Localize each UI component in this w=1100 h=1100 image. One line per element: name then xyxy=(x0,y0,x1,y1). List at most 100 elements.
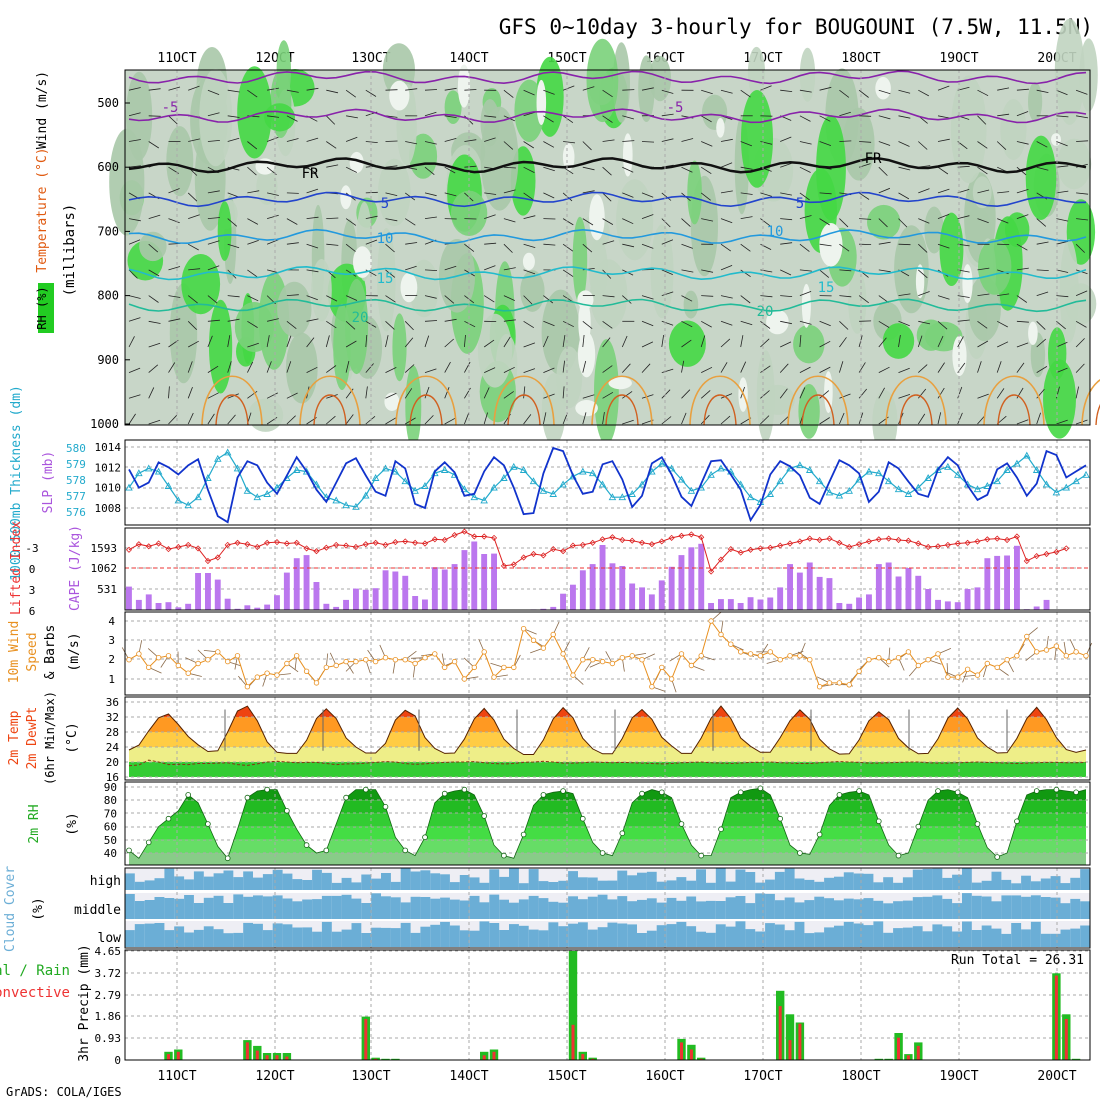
cape-panel-bg xyxy=(125,528,1090,610)
wind-barb xyxy=(878,89,891,95)
wind-barb xyxy=(1016,189,1029,194)
precip-conv-bar xyxy=(798,1023,802,1060)
wind-barb xyxy=(780,163,792,168)
rh-band xyxy=(129,853,1086,865)
cloud-cell-bg xyxy=(184,868,195,890)
rh-point xyxy=(126,847,132,854)
cloud-cell xyxy=(449,925,461,947)
wind-barb xyxy=(148,320,161,324)
wind-barb xyxy=(622,115,635,120)
cloud-cell-bg xyxy=(1030,868,1042,890)
cloud-cell xyxy=(912,897,924,919)
wind-barb xyxy=(503,295,515,301)
isotherm-loop xyxy=(703,394,737,426)
wind-speed-point xyxy=(136,651,142,657)
wind-speed-point xyxy=(224,658,231,665)
wind-speed-point xyxy=(1004,657,1010,663)
wind-barb xyxy=(760,338,770,348)
cloud-cell xyxy=(193,903,205,919)
cloud-cell xyxy=(1050,876,1061,890)
wind-speed-point xyxy=(886,658,892,665)
wind-barb xyxy=(385,269,396,278)
cloud-cell xyxy=(1030,895,1042,919)
pressure-tick-label: 1000 xyxy=(90,417,119,431)
wind-barb xyxy=(1075,320,1087,328)
cloud-cell xyxy=(410,932,421,947)
wind-speed-point xyxy=(412,660,418,667)
wind-barb xyxy=(661,218,671,228)
precip-total-bar xyxy=(391,1058,400,1060)
thickness-point xyxy=(904,490,913,497)
wind-barb xyxy=(819,269,830,278)
cloud-cell xyxy=(893,928,904,947)
wind-barb xyxy=(464,165,477,168)
rh-tick-label: 80 xyxy=(104,794,117,807)
wind-speed-point xyxy=(747,651,754,657)
wind-barb xyxy=(799,89,812,93)
cloud-cell xyxy=(745,872,756,890)
temp-tick-label: 16 xyxy=(106,771,119,784)
wind-barb xyxy=(168,218,180,224)
rh-dry-patch xyxy=(589,194,605,241)
wind-barb xyxy=(582,218,594,226)
bottom-time-axis: 11OCT 12OCT 13OCT 14OCT 15OCT 16OCT 17OCT 18OCT… xyxy=(157,1069,1076,1084)
cloud-cell xyxy=(154,878,165,890)
wind-speed-point xyxy=(126,657,132,663)
rh-blob xyxy=(683,290,699,319)
cape-bar xyxy=(885,562,892,610)
lifted-index-point xyxy=(273,539,281,546)
wind-barb xyxy=(937,188,950,194)
cloud-cell-bg xyxy=(351,868,362,890)
wind-barb xyxy=(720,243,732,252)
wind-barb xyxy=(760,141,773,145)
cloud-cell xyxy=(578,877,589,890)
isotherm-loop xyxy=(689,375,751,426)
cloud-cell-bg xyxy=(981,868,992,890)
wind-barb xyxy=(661,113,674,117)
cloud-cell xyxy=(351,898,362,919)
cloud-cell xyxy=(1021,929,1032,947)
rh-blob xyxy=(378,158,411,227)
cape-bar xyxy=(599,545,606,610)
wind-barb xyxy=(779,388,788,399)
cloud-cell xyxy=(292,879,303,890)
pressure-tick-label: 600 xyxy=(97,160,119,174)
cloud-cell xyxy=(381,927,392,947)
wind-barb xyxy=(562,360,565,373)
dewpoint-line xyxy=(128,759,1087,767)
cloud-cell xyxy=(725,881,736,890)
wind-barb xyxy=(839,140,852,142)
precip-total-legend: Total / Rain xyxy=(0,963,70,979)
lifted-index-point xyxy=(747,546,754,553)
wind-barb xyxy=(898,243,911,246)
cloud-cell xyxy=(1040,878,1052,890)
rh-dry-patch xyxy=(1051,133,1061,146)
rh2m-axis-label: 2m RH xyxy=(27,804,42,843)
wind-barb xyxy=(563,141,576,144)
wind-barb xyxy=(464,139,477,142)
rh-dry-patch xyxy=(623,133,633,177)
wind-speed-point xyxy=(984,660,990,667)
wind-barb xyxy=(483,339,495,348)
wind-barb xyxy=(997,113,1010,117)
cloud-cell xyxy=(400,868,411,890)
cloud-cell xyxy=(893,882,904,890)
lifted-index-point xyxy=(293,539,300,546)
cloud-cell xyxy=(755,882,766,890)
wind-barb xyxy=(918,141,928,150)
wind-barb xyxy=(977,293,990,296)
cloud-cell xyxy=(381,873,392,890)
cloud-cell xyxy=(489,894,500,919)
wind-barb xyxy=(720,190,733,194)
wind-barb xyxy=(484,214,496,219)
thickness-point xyxy=(322,493,331,501)
rh-blob xyxy=(649,56,672,102)
cape-bar xyxy=(431,567,438,610)
wind-barb xyxy=(227,295,240,298)
wind-barb xyxy=(562,320,574,328)
wind-barb xyxy=(780,341,792,348)
cloud-cell xyxy=(479,882,490,890)
cloud-cell xyxy=(449,899,461,919)
precip-tick-label: 4.65 xyxy=(95,945,122,958)
cloud-cell xyxy=(361,903,372,919)
